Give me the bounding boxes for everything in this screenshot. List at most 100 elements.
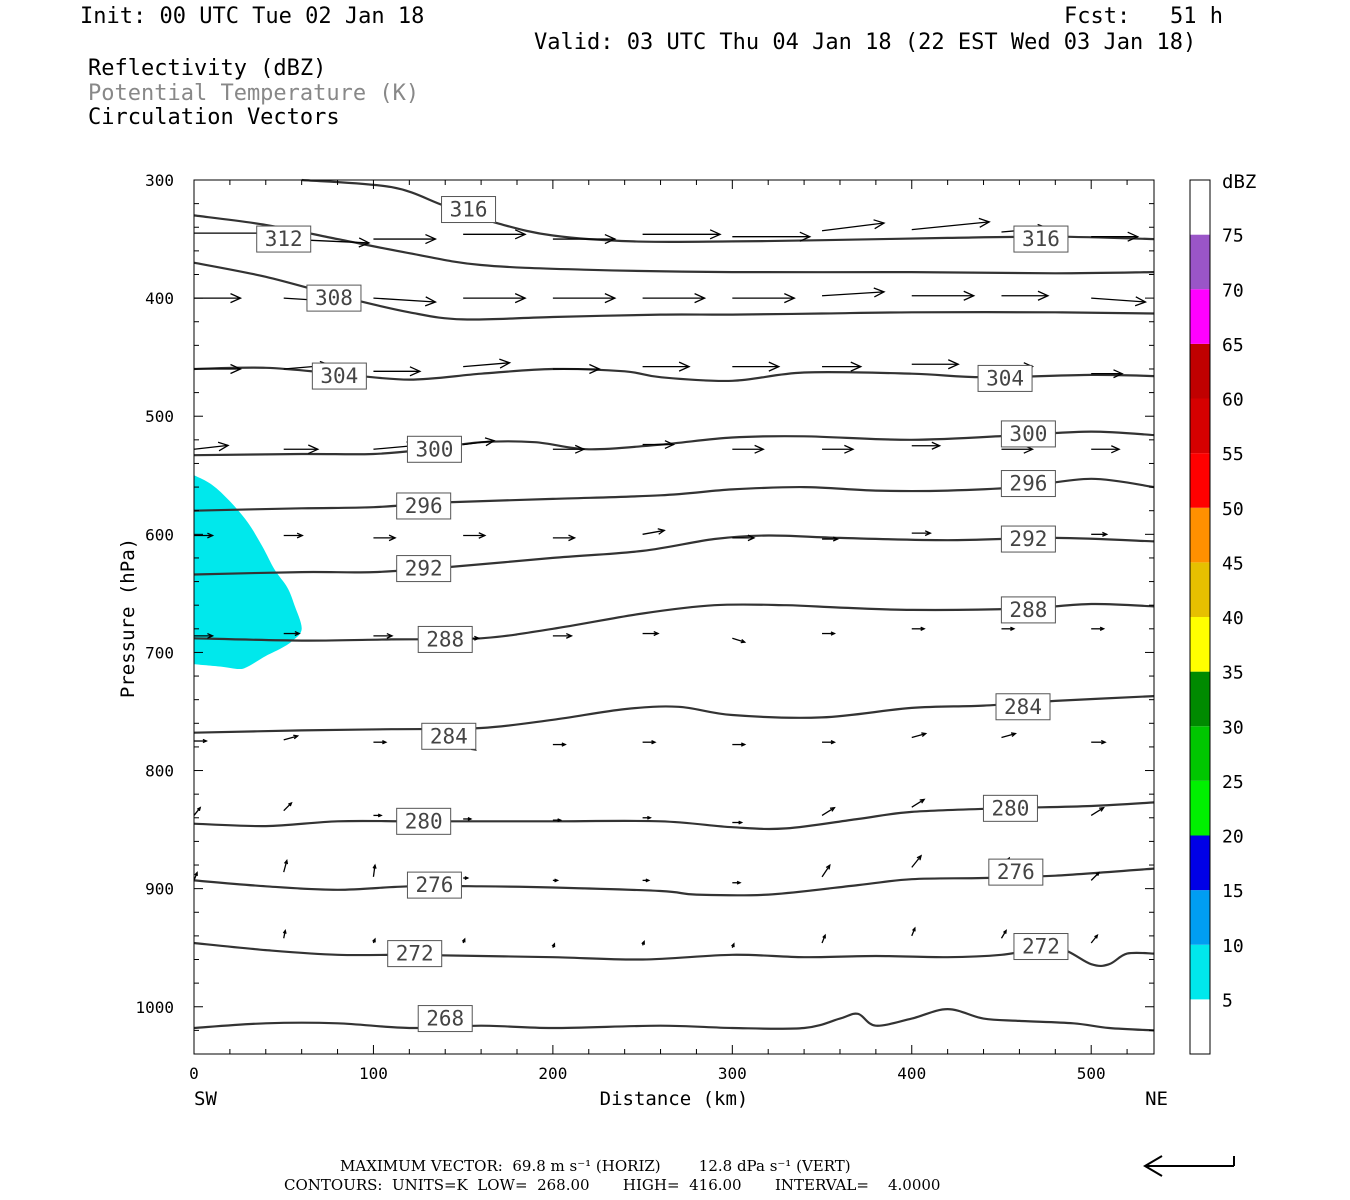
vector-head — [425, 233, 438, 245]
circulation-vector — [1001, 732, 1017, 739]
vector-shaft — [642, 529, 665, 535]
vector-head — [293, 734, 300, 740]
vector-head — [474, 635, 481, 641]
vector-shaft — [1090, 807, 1104, 816]
colorbar-level-label: 10 — [1222, 936, 1244, 957]
contour-label-box — [406, 435, 462, 463]
vector-shaft — [372, 865, 376, 877]
colorbar-cell — [1190, 234, 1210, 290]
contour-label-296: 296 — [1009, 472, 1047, 496]
vector-head — [604, 233, 617, 245]
vector-head — [230, 293, 243, 304]
vector-head — [282, 928, 287, 934]
contour-label-box — [417, 1005, 473, 1033]
circulation-vector — [821, 863, 831, 878]
x-end-label-ne: NE — [1145, 1088, 1168, 1110]
colorbar-level-label: 15 — [1222, 881, 1244, 902]
vector-shaft — [821, 864, 831, 878]
vector-head — [916, 854, 923, 861]
colorbar: 5 10 15 20 25 30 35 40 45 50 55 60 65 70 75 — [1189, 179, 1244, 1055]
circulation-vector — [461, 937, 466, 944]
circulation-vector — [283, 801, 293, 812]
x-tick-label: 200 — [538, 1064, 567, 1083]
vector-head — [283, 858, 289, 865]
vector-head — [296, 532, 304, 539]
contour-label-box — [421, 722, 477, 750]
vector-head — [464, 876, 470, 880]
vector-head — [822, 933, 826, 939]
circulation-vector — [641, 939, 645, 946]
contour-label-box — [306, 284, 362, 312]
theta-contour-268 — [193, 1007, 1155, 1032]
colorbar-level-label: 60 — [1222, 390, 1244, 411]
vector-head — [740, 742, 747, 747]
vector-head — [478, 532, 487, 539]
theta-contour-312 — [193, 214, 1155, 275]
colorbar-level-label: 40 — [1222, 608, 1244, 629]
vector-head — [920, 626, 926, 631]
circulation-vector — [911, 854, 923, 868]
colorbar-level-label: 35 — [1222, 663, 1244, 684]
circulation-vector — [1001, 626, 1016, 631]
colorbar-cell — [1190, 507, 1210, 563]
contour-label-276: 276 — [997, 860, 1035, 884]
x-axis-label: Distance (km) — [600, 1088, 749, 1110]
circulation-vector — [911, 926, 916, 937]
vector-head — [799, 231, 812, 242]
colorbar-level-label: 45 — [1222, 553, 1244, 574]
contour-label-288: 288 — [426, 627, 464, 651]
vector-head — [830, 740, 837, 745]
vector-head — [784, 293, 796, 304]
vector-shaft — [283, 802, 292, 812]
contour-label-box — [396, 492, 452, 520]
circulation-vector — [283, 734, 300, 741]
vector-head — [912, 926, 916, 932]
circulation-vector — [463, 532, 487, 539]
vector-head — [1095, 871, 1101, 877]
circulation-vector — [911, 732, 928, 739]
circulation-vector — [821, 219, 886, 232]
circulation-vector — [373, 813, 383, 818]
contour-label-292: 292 — [405, 557, 443, 581]
circulation-vector — [732, 880, 742, 885]
vector-head — [604, 293, 617, 304]
contour-label-box — [995, 693, 1051, 721]
circulation-vector — [552, 878, 560, 883]
theta-contour-316 — [301, 178, 1155, 243]
forecast-hour: Fcst: 51 h — [1064, 4, 1223, 29]
colorbar-level-label: 55 — [1222, 444, 1244, 465]
field-reflectivity: Reflectivity (dBZ) — [88, 56, 327, 81]
vector-head — [1134, 296, 1148, 307]
vector-head — [921, 732, 928, 737]
contour-label-296: 296 — [405, 494, 443, 518]
colorbar-cell — [1190, 180, 1210, 235]
vector-head — [709, 229, 722, 240]
vector-head — [566, 632, 574, 639]
circulation-vector — [642, 528, 666, 535]
vector-head — [499, 358, 512, 369]
vector-head — [978, 217, 991, 228]
circulation-vector — [373, 366, 422, 377]
colorbar-level-label: 75 — [1222, 226, 1244, 247]
vector-head — [657, 528, 666, 535]
vector-head — [388, 534, 397, 542]
circulation-vector — [552, 742, 567, 747]
colorbar-cell — [1190, 398, 1210, 454]
circulation-vector — [372, 937, 376, 944]
vector-head — [731, 942, 735, 948]
vector-shaft — [1090, 872, 1100, 881]
circulation-vector — [642, 878, 651, 883]
vector-head — [484, 437, 496, 447]
colorbar-frame — [1189, 179, 1211, 1055]
contour-label-box — [1000, 596, 1056, 624]
vector-head — [202, 738, 208, 744]
contour-label-box — [1000, 470, 1056, 498]
colorbar-cell — [1190, 890, 1210, 945]
vector-head — [561, 742, 567, 747]
contour-label-272: 272 — [1022, 935, 1060, 959]
circulation-vector — [463, 817, 473, 821]
circulation-vector — [373, 534, 397, 542]
y-tick-label: 500 — [145, 407, 174, 426]
circulation-vector — [822, 631, 837, 636]
vector-head — [1113, 369, 1124, 379]
